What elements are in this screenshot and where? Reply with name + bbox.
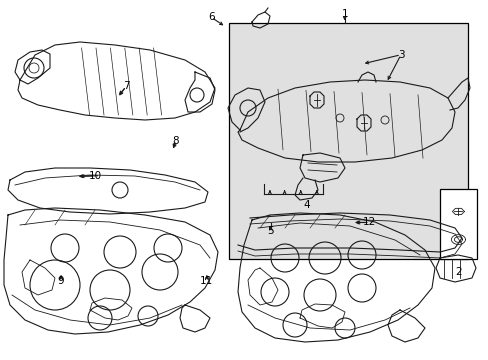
Text: 5: 5 [267,226,274,236]
Text: 11: 11 [200,276,213,286]
Text: 12: 12 [362,217,376,228]
Text: 10: 10 [89,171,102,181]
Text: 7: 7 [122,81,129,91]
Text: 8: 8 [172,136,179,146]
Text: 9: 9 [58,276,64,286]
Bar [439,189,476,259]
Text: 6: 6 [207,12,214,22]
Text: 2: 2 [454,267,461,277]
Text: 1: 1 [341,9,347,19]
Text: 4: 4 [303,200,310,210]
Text: 3: 3 [397,50,404,60]
Bar [229,23,468,259]
